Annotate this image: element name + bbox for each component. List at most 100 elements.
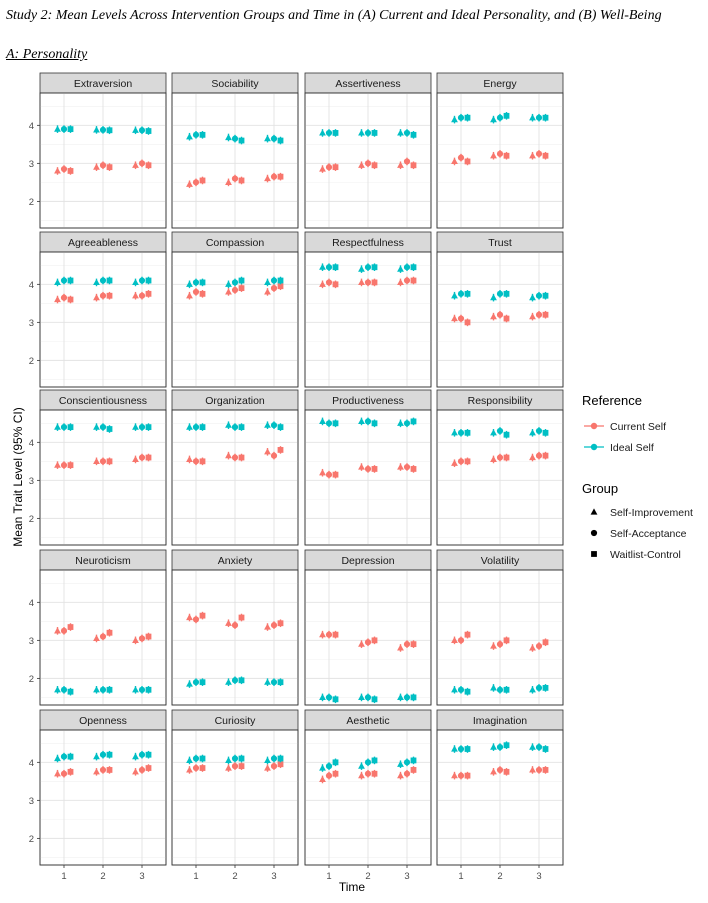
data-point [403, 770, 411, 777]
data-point [93, 294, 100, 301]
data-point [529, 294, 536, 301]
data-point [319, 775, 326, 783]
data-point [410, 767, 417, 773]
facet-label: Compassion [206, 237, 265, 249]
data-point [106, 458, 113, 465]
data-point [231, 279, 239, 286]
facet-label: Energy [483, 78, 517, 90]
facet-label: Depression [341, 555, 394, 567]
data-point [106, 767, 113, 773]
data-point [403, 463, 411, 471]
data-point [319, 129, 326, 136]
data-point [490, 768, 497, 775]
data-point [535, 311, 543, 318]
data-point [332, 759, 339, 766]
data-point [451, 459, 458, 466]
data-point [270, 422, 278, 429]
data-point [529, 114, 536, 121]
data-point [451, 772, 458, 779]
data-point [332, 770, 339, 777]
data-point [106, 164, 113, 171]
data-point [371, 637, 378, 644]
data-point [93, 686, 100, 693]
data-point [542, 429, 549, 436]
data-point [138, 751, 146, 758]
data-point [132, 423, 139, 430]
y-tick-label: 4 [29, 438, 34, 449]
data-point [231, 175, 239, 182]
data-point [332, 164, 339, 171]
y-tick-label: 3 [29, 159, 34, 170]
data-point [490, 455, 497, 463]
data-point [529, 313, 536, 320]
data-point [397, 129, 404, 136]
data-point [490, 642, 497, 649]
data-point [325, 264, 333, 271]
data-point [371, 757, 378, 764]
data-point [60, 424, 68, 431]
data-point [138, 292, 146, 299]
data-point [332, 696, 339, 703]
data-point [371, 770, 378, 777]
data-point [60, 753, 68, 760]
data-point [106, 629, 113, 636]
data-point [332, 631, 339, 638]
data-point [192, 764, 200, 772]
data-point [358, 417, 365, 425]
data-point [145, 162, 152, 169]
data-point [186, 292, 193, 299]
data-point [542, 767, 549, 773]
data-point [371, 466, 378, 472]
x-tick-label: 3 [404, 871, 409, 882]
data-point [464, 114, 471, 121]
data-point [99, 292, 107, 299]
data-point [67, 462, 74, 469]
data-point [403, 420, 411, 427]
data-point [238, 424, 245, 431]
data-point [529, 453, 536, 461]
data-point [54, 461, 61, 468]
data-point [270, 755, 278, 762]
legend-label: Waitlist-Control [610, 549, 681, 561]
data-point [496, 311, 504, 318]
data-point [54, 627, 61, 634]
data-point [231, 424, 239, 431]
data-point [397, 760, 404, 767]
data-point [99, 686, 107, 693]
data-point [145, 751, 152, 758]
x-tick-label: 2 [365, 871, 370, 882]
data-point [496, 744, 504, 751]
panel-border [39, 409, 167, 546]
data-point [332, 471, 339, 478]
data-point [99, 766, 107, 774]
data-point [371, 696, 378, 703]
data-point [270, 452, 278, 459]
data-point [457, 290, 465, 297]
panel-border [171, 92, 299, 229]
data-point [451, 292, 458, 299]
data-point [132, 161, 139, 168]
data-point [67, 768, 74, 775]
data-point [490, 743, 497, 750]
data-point [54, 754, 61, 762]
panel-border [39, 569, 167, 706]
panel-border [171, 409, 299, 546]
legend-key-point [590, 443, 598, 451]
data-point [542, 114, 549, 121]
data-point [93, 753, 100, 760]
data-point [225, 288, 232, 295]
data-point [99, 633, 107, 640]
y-tick-label: 2 [29, 356, 34, 367]
data-point [106, 426, 113, 432]
x-tick-label: 3 [139, 871, 144, 882]
data-point [451, 314, 458, 322]
panel-border [171, 569, 299, 706]
data-point [192, 755, 200, 762]
data-point [67, 424, 74, 431]
data-point [364, 759, 372, 766]
data-point [464, 631, 471, 638]
data-point [410, 162, 417, 169]
data-point [199, 765, 206, 771]
data-point [397, 265, 404, 272]
data-point [503, 686, 510, 693]
